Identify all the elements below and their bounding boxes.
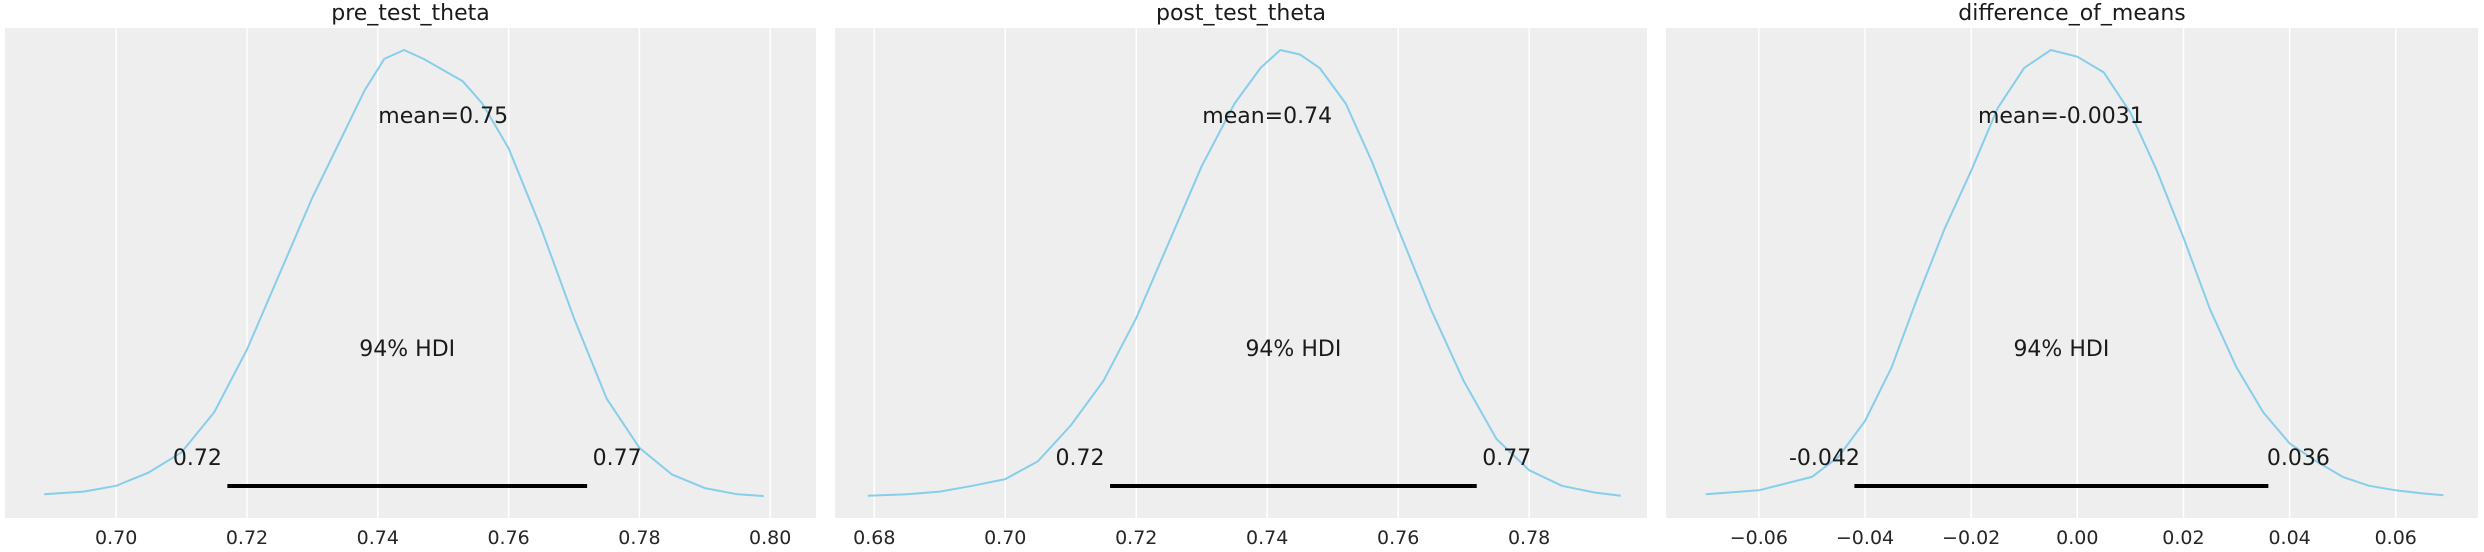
x-tick-label: 0.74 [357, 527, 399, 549]
plot-background [835, 28, 1647, 518]
hdi-label: 94% HDI [1245, 337, 1341, 362]
x-tick-label: 0.70 [984, 527, 1026, 549]
x-tick-label: 0.78 [618, 527, 660, 549]
x-tick-label: 0.78 [1508, 527, 1550, 549]
x-tick-label: 0.72 [1115, 527, 1157, 549]
x-tick-label: 0.68 [853, 527, 895, 549]
x-tick-label: 0.74 [1246, 527, 1288, 549]
hdi-high-label: 0.036 [2267, 446, 2330, 471]
x-tick-label: 0.72 [226, 527, 268, 549]
hdi-label: 94% HDI [359, 337, 455, 362]
x-tick-label: 0.80 [749, 527, 791, 549]
plot-background [5, 28, 816, 518]
mean-label: mean=0.74 [1202, 104, 1332, 129]
x-tick-label: 0.02 [2162, 527, 2204, 549]
x-tick-label: −0.04 [1836, 527, 1894, 549]
x-tick-label: 0.76 [487, 527, 529, 549]
chart-title: difference_of_means [1958, 1, 2186, 26]
panel-1: pre_test_theta mean=0.75 94% HDI 0.72 0.77 0.… [5, 1, 816, 549]
hdi-high-label: 0.77 [1482, 446, 1531, 471]
hdi-label: 94% HDI [2013, 337, 2109, 362]
chart-title: post_test_theta [1156, 1, 1326, 26]
x-tick-label: 0.76 [1377, 527, 1419, 549]
plot-background [1666, 28, 2478, 518]
hdi-low-label: -0.042 [1789, 446, 1860, 471]
x-tick-label: 0.06 [2375, 527, 2417, 549]
density-curve [44, 49, 764, 498]
density-curve [1705, 49, 2444, 497]
x-tick-label: 0.70 [95, 527, 137, 549]
mean-label: mean=0.75 [378, 104, 508, 129]
chart-title: pre_test_theta [331, 1, 490, 26]
hdi-low-label: 0.72 [1056, 446, 1105, 471]
x-tick-label: 0.04 [2268, 527, 2310, 549]
panel-2: post_test_theta mean=0.74 94% HDI 0.72 0.77 0… [835, 1, 1647, 549]
panel-3: difference_of_means mean=-0.0031 94% HDI -0… [1666, 1, 2478, 549]
mean-label: mean=-0.0031 [1978, 104, 2144, 129]
x-tick-label: −0.06 [1730, 527, 1788, 549]
panels: pre_test_theta mean=0.75 94% HDI 0.72 0.77 0.… [5, 1, 2478, 549]
hdi-low-label: 0.72 [173, 446, 222, 471]
hdi-high-label: 0.77 [593, 446, 642, 471]
x-tick-label: 0.00 [2056, 527, 2098, 549]
density-curve [867, 49, 1621, 497]
x-tick-label: −0.02 [1942, 527, 2000, 549]
